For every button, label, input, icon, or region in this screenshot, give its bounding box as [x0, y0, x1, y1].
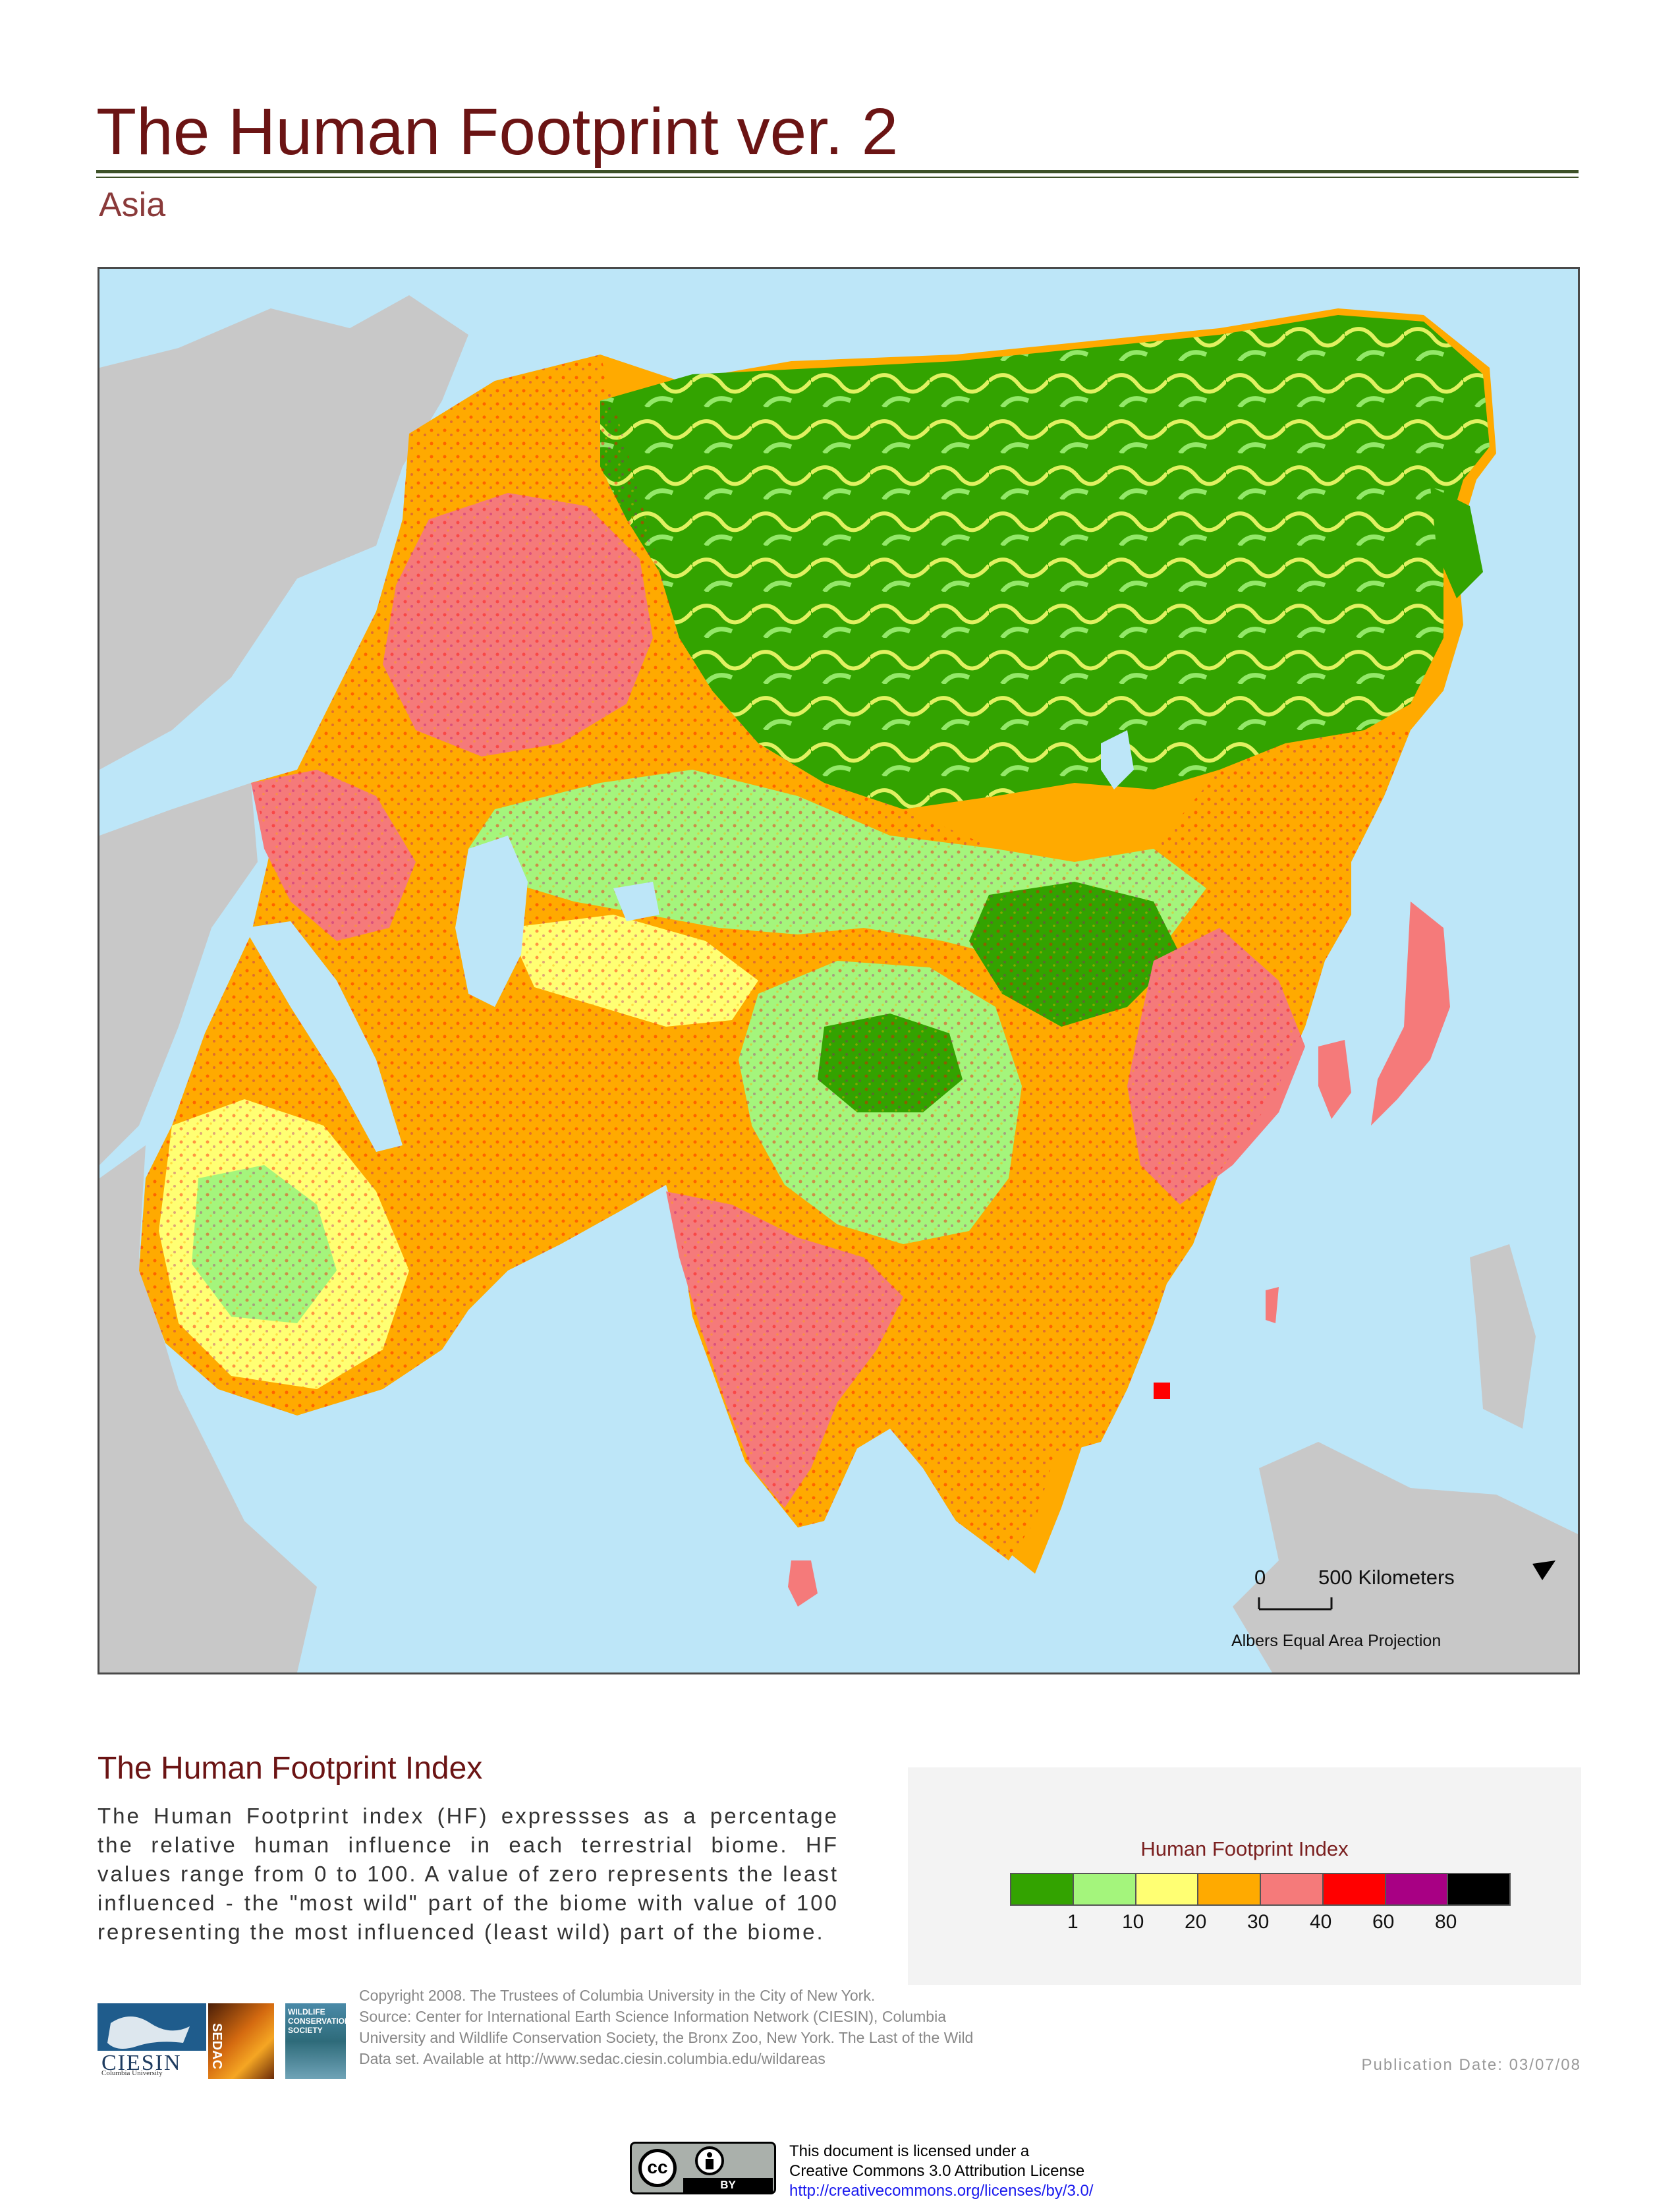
legend-tick: 10: [1122, 1911, 1144, 1933]
page-title: The Human Footprint ver. 2: [96, 95, 899, 169]
license-text: This document is licensed under a Creati…: [789, 2142, 1094, 2201]
scale-distance-label: 500 Kilometers: [1318, 1566, 1455, 1589]
wcs-logo: WILDLIFE CONSERVATION SOCIETY: [285, 2003, 350, 2079]
copyright-block: Copyright 2008. The Trustees of Columbia…: [359, 1985, 1005, 2069]
asia-landmass: [139, 308, 1496, 1607]
legend-panel: Human Footprint Index 1 10 20 30 40 60 8…: [908, 1767, 1581, 1985]
inland-seas: [244, 730, 1134, 1152]
legend-swatch: [1073, 1874, 1136, 1904]
legend-swatch: [1011, 1874, 1074, 1904]
index-description: The Human Footprint index (HF) expressse…: [98, 1804, 839, 1944]
attribution-person-icon: [695, 2146, 724, 2175]
map-frame[interactable]: 0 500 Kilometers Albers Equal Area Proje…: [98, 267, 1580, 1674]
legend-title: Human Footprint Index: [1140, 1837, 1349, 1860]
sedac-logo: SEDAC: [208, 2003, 274, 2079]
title-rule-thin: [96, 177, 1579, 178]
north-arrow-icon: [1532, 1560, 1555, 1580]
ciesin-logo: CIESIN Columbia University: [98, 2003, 206, 2079]
sedac-logo-text: SEDAC: [210, 2023, 224, 2070]
map-canvas[interactable]: [99, 269, 1578, 1672]
index-heading: The Human Footprint Index: [98, 1751, 483, 1786]
license-line-2: Creative Commons 3.0 Attribution License: [789, 2162, 1085, 2180]
projection-label: Albers Equal Area Projection: [1231, 1632, 1442, 1650]
legend-swatch: [1386, 1874, 1449, 1904]
legend-tick: 40: [1310, 1911, 1332, 1933]
legend-tick: 60: [1372, 1911, 1395, 1933]
source-text: Source: Center for International Earth S…: [359, 2008, 974, 2067]
legend-tick: 1: [1067, 1911, 1078, 1933]
legend-tick: 20: [1185, 1911, 1207, 1933]
wcs-logo-text: WILDLIFE CONSERVATION SOCIETY: [288, 2007, 350, 2035]
legend-tick: 30: [1247, 1911, 1270, 1933]
ciesin-logo-text: CIESIN: [101, 2051, 182, 2075]
title-rule: [96, 170, 1579, 173]
publication-date: Publication Date: 03/07/08: [1361, 2056, 1581, 2074]
cc-by-label: BY: [683, 2178, 773, 2192]
legend-swatch: [1323, 1874, 1386, 1904]
copyright-line: Copyright 2008. The Trustees of Columbia…: [359, 1987, 876, 2004]
cc-license-badge[interactable]: cc BY: [630, 2142, 776, 2194]
page-subtitle: Asia: [99, 186, 166, 224]
surrounding-land: [99, 295, 1578, 1672]
legend-swatch: [1261, 1874, 1324, 1904]
legend-swatch: [1136, 1874, 1199, 1904]
scale-zero-label: 0: [1254, 1566, 1266, 1589]
cc-icon: cc: [638, 2149, 677, 2187]
legend-tick: 80: [1435, 1911, 1457, 1933]
legend-swatch: [1198, 1874, 1261, 1904]
scale-bar: [1258, 1597, 1333, 1611]
license-link[interactable]: http://creativecommons.org/licenses/by/3…: [789, 2182, 1094, 2200]
legend-swatch: [1448, 1874, 1509, 1904]
columbia-logo-text: Columbia University: [101, 2069, 163, 2077]
legend-swatch-bar: [1010, 1873, 1511, 1906]
license-line-1: This document is licensed under a: [789, 2142, 1030, 2160]
